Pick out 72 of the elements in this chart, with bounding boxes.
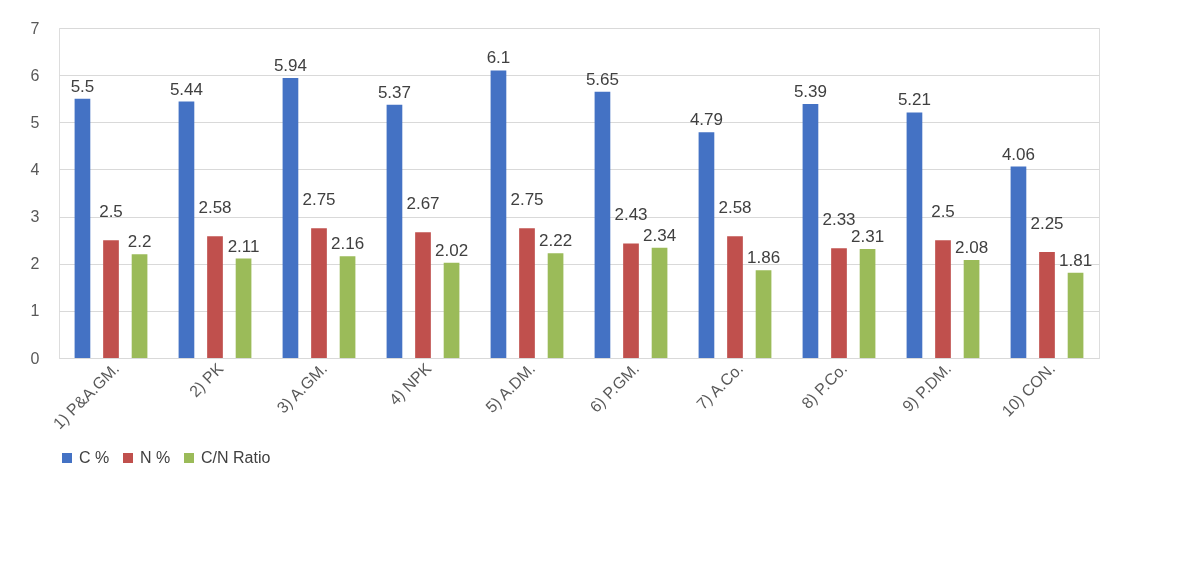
data-label: 6.1 (486, 48, 511, 68)
bar (1067, 272, 1084, 358)
data-label: 5.65 (585, 69, 619, 89)
bar (755, 270, 772, 358)
bar (859, 249, 876, 358)
data-label: 2.31 (851, 227, 885, 247)
bar (443, 262, 460, 358)
data-label: 2.22 (539, 231, 573, 251)
bar (207, 236, 223, 358)
data-label: 2.34 (643, 225, 677, 245)
data-label: 4.06 (1001, 144, 1035, 164)
data-label: 2.11 (227, 236, 260, 256)
data-label: 2.5 (931, 202, 955, 222)
bar (651, 247, 668, 358)
data-label: 2.02 (435, 240, 469, 260)
data-label: 5.5 (70, 76, 95, 96)
bar (594, 91, 611, 358)
data-label: 1.81 (1059, 250, 1093, 270)
bar (235, 258, 252, 358)
data-label: 2.75 (510, 190, 544, 210)
bar (490, 70, 507, 358)
data-label: 2.58 (198, 198, 232, 218)
data-label: 5.94 (273, 55, 307, 75)
bar (547, 253, 564, 358)
bar (519, 228, 535, 358)
data-label: 2.08 (955, 237, 989, 257)
bar (178, 101, 195, 358)
bar (1010, 166, 1027, 358)
bar (698, 132, 715, 358)
data-label: 1.86 (747, 248, 781, 268)
legend-label: N % (140, 449, 171, 466)
bar (386, 104, 403, 358)
y-tick-label: 1 (30, 302, 40, 320)
data-label: 2.43 (614, 205, 648, 225)
data-label: 5.44 (169, 79, 203, 99)
bar (1039, 251, 1055, 358)
bar (131, 254, 148, 358)
bar (339, 256, 356, 358)
legend-label: C % (79, 449, 110, 466)
y-tick-label: 6 (30, 66, 40, 84)
bar (963, 259, 980, 358)
bar (727, 236, 743, 358)
data-label: 2.33 (822, 210, 856, 230)
legend-label: C/N Ratio (201, 449, 271, 466)
bar (415, 232, 431, 358)
data-label: 2.75 (302, 190, 336, 210)
data-label: 2.16 (331, 234, 365, 254)
data-label: 4.79 (689, 110, 723, 130)
bar (831, 248, 847, 358)
y-tick-label: 7 (30, 19, 40, 37)
data-label: 2.58 (718, 198, 752, 218)
data-label: 2.25 (1030, 213, 1064, 233)
bar (906, 112, 923, 358)
bar (623, 243, 639, 358)
y-tick-label: 2 (30, 255, 40, 273)
bar (311, 228, 327, 358)
data-label: 2.5 (99, 202, 123, 222)
y-tick-label: 4 (30, 160, 40, 178)
data-label: 2.67 (406, 194, 440, 214)
data-label: 5.39 (793, 81, 827, 101)
y-tick-label: 3 (30, 208, 40, 226)
bar (103, 240, 119, 358)
bar (282, 77, 299, 358)
data-label: 2.2 (127, 232, 152, 252)
bar (802, 103, 819, 358)
data-label: 5.37 (377, 82, 411, 102)
data-label: 5.21 (897, 90, 931, 110)
y-tick-label: 0 (30, 349, 40, 367)
bar (74, 98, 91, 358)
x-tick-label: 2) PK (186, 359, 227, 401)
y-tick-label: 5 (30, 113, 40, 131)
bar (935, 240, 951, 358)
